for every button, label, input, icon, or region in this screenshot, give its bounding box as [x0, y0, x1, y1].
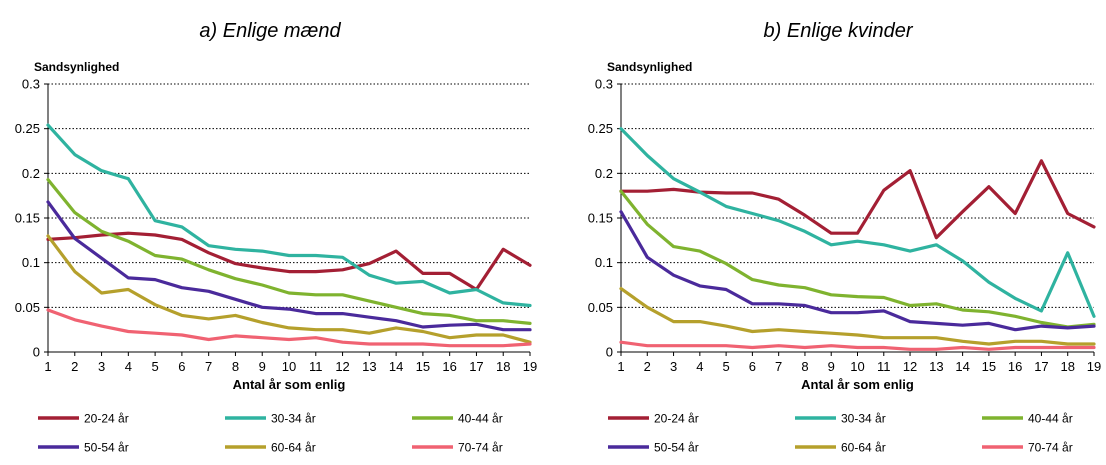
legend-label: 30-34 år	[271, 412, 316, 426]
legend-item: 30-34 år	[795, 412, 886, 426]
x-tick-label: 1	[617, 359, 624, 374]
x-tick-label: 10	[282, 359, 296, 374]
x-tick-label: 13	[362, 359, 376, 374]
y-tick-label: 0.3	[22, 77, 40, 92]
x-tick-label: 19	[1087, 359, 1101, 374]
x-tick-label: 13	[929, 359, 943, 374]
y-tick-label: 0.15	[588, 211, 613, 226]
legend-label: 50-54 år	[84, 441, 129, 455]
y-tick-label: 0.1	[595, 255, 613, 270]
x-tick-label: 18	[496, 359, 510, 374]
x-tick-label: 11	[877, 359, 891, 374]
y-tick-label: 0.05	[15, 300, 40, 315]
y-tick-label: 0	[606, 345, 613, 360]
legend-item: 70-74 år	[982, 441, 1073, 455]
legend-label: 40-44 år	[1028, 412, 1073, 426]
legend-item: 50-54 år	[608, 441, 699, 455]
x-tick-label: 15	[416, 359, 430, 374]
y-tick-label: 0.1	[22, 255, 40, 270]
chart-panel-men: a) Enlige mænd Sandsynlighed 0 0.05 0.1 0.15 0…	[15, 20, 538, 455]
legend-item: 20-24 år	[38, 412, 129, 426]
x-tick-label: 17	[1034, 359, 1048, 374]
x-tick-label: 19	[523, 359, 537, 374]
legend-label: 70-74 år	[458, 441, 503, 455]
legend-label: 20-24 år	[84, 412, 129, 426]
legend-item: 60-64 år	[795, 441, 886, 455]
legend-label: 70-74 år	[1028, 441, 1073, 455]
series-line-60-64-r	[46, 234, 532, 344]
series-line-20-24-r	[619, 159, 1096, 240]
series-line-50-54-r	[619, 210, 1096, 332]
x-tick-label: 16	[1008, 359, 1022, 374]
y-tick-label: 0.2	[22, 166, 40, 181]
chart-panel-women: b) Enlige kvinder Sandsynlighed 0 0.05 0.1 0.…	[588, 20, 1102, 455]
x-tick-label: 8	[232, 359, 239, 374]
legend-item: 50-54 år	[38, 441, 129, 455]
x-tick-label: 3	[98, 359, 105, 374]
series-line-70-74-r	[619, 340, 1096, 351]
x-tick-label: 11	[309, 359, 323, 374]
legend-item: 60-64 år	[225, 441, 316, 455]
x-tick-label: 4	[696, 359, 703, 374]
x-tick-label: 8	[801, 359, 808, 374]
x-tick-label: 9	[259, 359, 266, 374]
x-tick-label: 2	[644, 359, 651, 374]
chart-title: b) Enlige kvinder	[764, 20, 914, 42]
x-tick-label: 14	[955, 359, 969, 374]
legend-label: 20-24 år	[654, 412, 699, 426]
series-line-70-74-r	[46, 308, 532, 348]
series-line-40-44-r	[46, 178, 532, 325]
legend-item: 40-44 år	[412, 412, 503, 426]
x-tick-label: 12	[903, 359, 917, 374]
legend-item: 70-74 år	[412, 441, 503, 455]
x-tick-label: 7	[205, 359, 212, 374]
x-tick-label: 6	[178, 359, 185, 374]
legend-label: 40-44 år	[458, 412, 503, 426]
y-axis-label: Sandsynlighed	[34, 60, 119, 74]
legend-item: 40-44 år	[982, 412, 1073, 426]
series-line-50-54-r	[46, 200, 532, 332]
x-tick-label: 17	[469, 359, 483, 374]
x-tick-label: 9	[828, 359, 835, 374]
y-tick-label: 0.15	[15, 211, 40, 226]
legend-label: 30-34 år	[841, 412, 886, 426]
x-tick-label: 14	[389, 359, 403, 374]
x-tick-label: 2	[71, 359, 78, 374]
series-line-60-64-r	[619, 287, 1096, 346]
y-tick-label: 0.2	[595, 166, 613, 181]
x-tick-label: 12	[335, 359, 349, 374]
x-tick-label: 5	[722, 359, 729, 374]
x-tick-label: 7	[775, 359, 782, 374]
y-tick-label: 0	[33, 345, 40, 360]
legend-label: 50-54 år	[654, 441, 699, 455]
series-line-30-34-r	[619, 127, 1096, 318]
x-tick-label: 5	[151, 359, 158, 374]
chart-title: a) Enlige mænd	[199, 20, 341, 42]
x-tick-label: 1	[44, 359, 51, 374]
legend-label: 60-64 år	[841, 441, 886, 455]
x-tick-label: 15	[982, 359, 996, 374]
x-tick-label: 6	[749, 359, 756, 374]
series-line-30-34-r	[46, 123, 532, 308]
series-line-40-44-r	[619, 189, 1096, 329]
y-tick-label: 0.25	[15, 121, 40, 136]
legend-item: 20-24 år	[608, 412, 699, 426]
y-tick-label: 0.05	[588, 300, 613, 315]
x-tick-label: 10	[850, 359, 864, 374]
legend-item: 30-34 år	[225, 412, 316, 426]
x-tick-label: 3	[670, 359, 677, 374]
x-tick-label: 16	[442, 359, 456, 374]
x-axis-label: Antal år som enlig	[801, 377, 914, 392]
y-tick-label: 0.25	[588, 121, 613, 136]
x-tick-label: 18	[1060, 359, 1074, 374]
x-axis-label: Antal år som enlig	[233, 377, 346, 392]
series-line-20-24-r	[46, 231, 532, 292]
x-tick-label: 4	[125, 359, 132, 374]
legend-label: 60-64 år	[271, 441, 316, 455]
y-axis-label: Sandsynlighed	[607, 60, 692, 74]
y-tick-label: 0.3	[595, 77, 613, 92]
